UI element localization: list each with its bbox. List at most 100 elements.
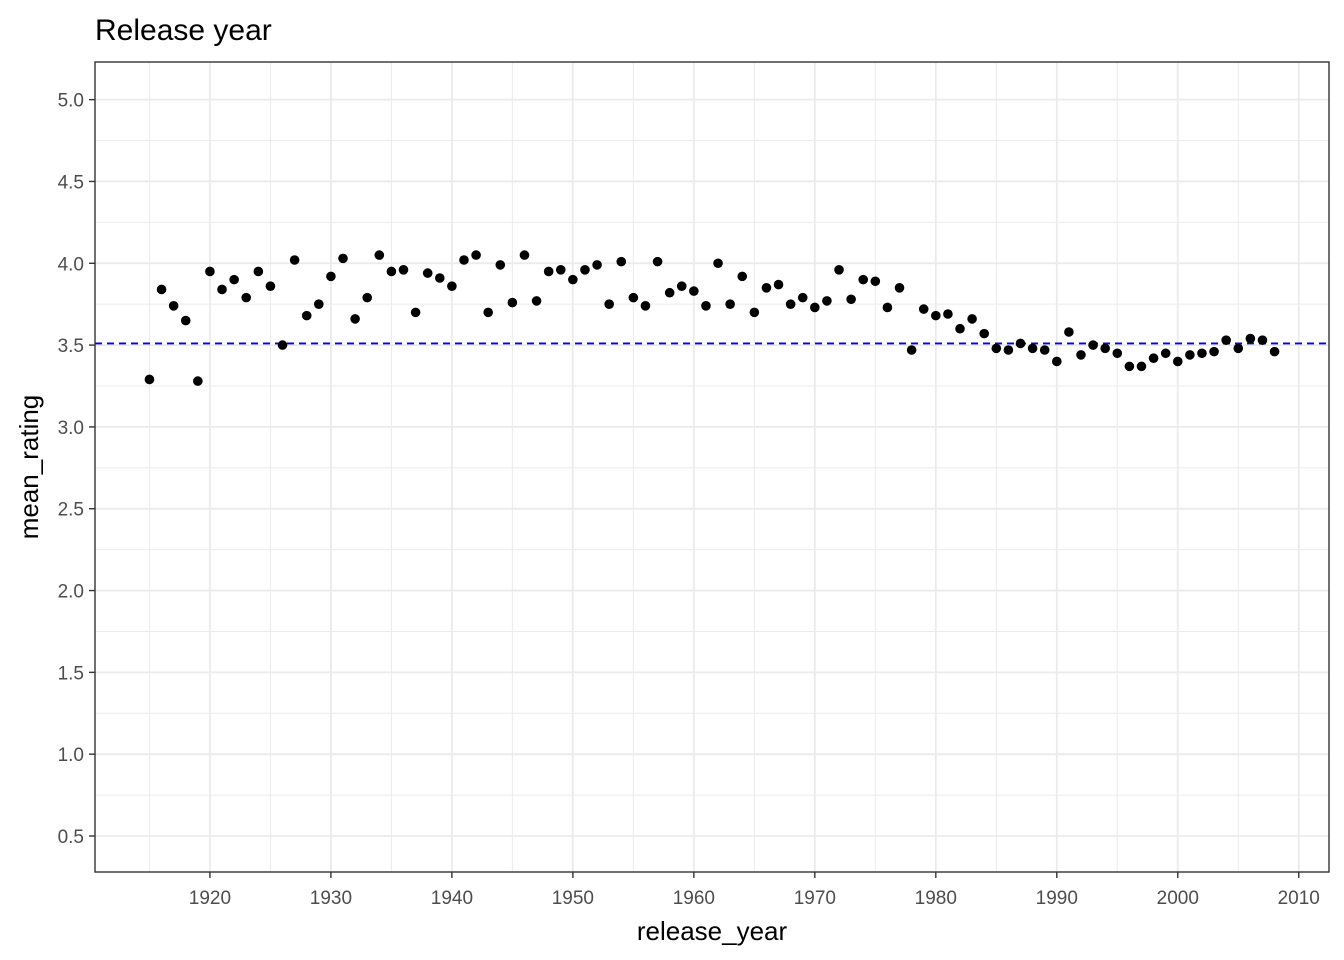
data-point bbox=[483, 307, 493, 318]
x-tick-label: 1990 bbox=[1036, 888, 1078, 909]
data-point bbox=[834, 265, 844, 275]
data-point bbox=[1076, 350, 1086, 360]
y-tick-label: 4.5 bbox=[58, 172, 84, 193]
y-tick-label: 1.5 bbox=[58, 663, 84, 684]
data-point bbox=[810, 302, 820, 313]
data-point bbox=[676, 281, 687, 291]
data-point bbox=[338, 253, 348, 264]
data-point bbox=[398, 265, 409, 275]
data-point bbox=[326, 271, 336, 282]
data-point bbox=[1015, 338, 1026, 349]
data-point bbox=[180, 315, 191, 326]
data-point bbox=[447, 281, 457, 291]
data-point bbox=[604, 299, 614, 309]
data-point bbox=[144, 374, 155, 385]
data-point bbox=[386, 266, 397, 277]
data-point bbox=[870, 276, 881, 287]
data-point bbox=[822, 296, 832, 306]
data-point bbox=[277, 340, 288, 350]
data-point bbox=[543, 266, 554, 277]
data-point bbox=[882, 302, 893, 313]
data-point bbox=[568, 274, 578, 285]
data-point bbox=[1039, 345, 1050, 355]
data-point bbox=[979, 328, 990, 339]
data-point bbox=[253, 266, 264, 277]
data-points bbox=[144, 250, 1280, 386]
data-point bbox=[229, 274, 239, 285]
data-point bbox=[1185, 350, 1195, 360]
data-point bbox=[1269, 346, 1280, 357]
data-point bbox=[846, 294, 856, 305]
x-axis: 1920 1930 1940 1950 1960 1970 1980 1990 2000 2010 bbox=[189, 872, 1320, 909]
x-tick-label: 1980 bbox=[915, 888, 957, 909]
data-point bbox=[725, 299, 735, 309]
y-tick-label: 2.0 bbox=[58, 582, 84, 603]
data-point bbox=[628, 292, 639, 303]
data-point bbox=[858, 274, 869, 285]
data-point bbox=[241, 292, 252, 303]
data-point bbox=[1233, 343, 1244, 354]
x-tick-label: 1950 bbox=[552, 888, 594, 909]
chart-title: Release year bbox=[95, 14, 272, 47]
data-point bbox=[1027, 343, 1038, 354]
y-tick-label: 5.0 bbox=[58, 91, 84, 112]
data-point bbox=[894, 283, 905, 293]
y-tick-label: 2.5 bbox=[58, 500, 84, 521]
data-point bbox=[592, 260, 602, 270]
data-point bbox=[652, 256, 663, 267]
data-point bbox=[943, 309, 953, 319]
data-point bbox=[1136, 361, 1147, 372]
data-point bbox=[955, 323, 965, 334]
data-point bbox=[217, 284, 227, 295]
data-point bbox=[301, 310, 312, 321]
x-tick-label: 1930 bbox=[310, 888, 352, 909]
data-point bbox=[1124, 361, 1135, 372]
x-tick-label: 1960 bbox=[673, 888, 715, 909]
data-point bbox=[1172, 356, 1183, 367]
minor-gridlines bbox=[95, 62, 1329, 872]
data-point bbox=[991, 343, 1002, 354]
y-tick-label: 0.5 bbox=[58, 827, 84, 848]
data-point bbox=[156, 284, 167, 295]
data-point bbox=[507, 297, 518, 308]
data-point bbox=[1245, 333, 1256, 344]
major-gridlines bbox=[95, 62, 1329, 872]
data-point bbox=[749, 307, 760, 318]
data-point bbox=[314, 299, 324, 309]
x-tick-label: 1970 bbox=[794, 888, 836, 909]
data-point bbox=[374, 250, 385, 260]
data-point bbox=[580, 265, 590, 275]
data-point bbox=[1197, 348, 1207, 359]
data-point bbox=[362, 292, 373, 303]
data-point bbox=[918, 304, 929, 314]
data-point bbox=[664, 287, 675, 298]
data-point bbox=[555, 265, 566, 275]
y-tick-label: 3.5 bbox=[58, 336, 84, 357]
x-tick-label: 2000 bbox=[1157, 888, 1199, 909]
x-tick-label: 1940 bbox=[431, 888, 473, 909]
data-point bbox=[350, 314, 360, 324]
y-tick-label: 3.0 bbox=[58, 418, 84, 439]
data-point bbox=[1257, 335, 1268, 345]
data-point bbox=[289, 255, 300, 265]
data-point bbox=[193, 376, 203, 386]
data-point bbox=[1051, 356, 1062, 367]
data-point bbox=[785, 299, 796, 309]
x-tick-label: 1920 bbox=[189, 888, 231, 909]
data-point bbox=[519, 250, 530, 260]
plot-border bbox=[94, 61, 1330, 873]
data-point bbox=[434, 273, 445, 283]
data-point bbox=[1003, 345, 1014, 355]
data-point bbox=[1088, 340, 1098, 350]
data-point bbox=[495, 260, 506, 270]
y-axis: 0.5 1.0 1.5 2.0 2.5 3.0 3.5 4.0 4.5 5.0 bbox=[58, 91, 95, 848]
data-point bbox=[701, 301, 711, 311]
data-point bbox=[205, 266, 215, 277]
data-point bbox=[422, 268, 433, 278]
data-point bbox=[531, 296, 542, 306]
data-point bbox=[1148, 353, 1159, 363]
data-point bbox=[1112, 348, 1123, 359]
data-point bbox=[471, 250, 481, 260]
data-point bbox=[761, 283, 772, 293]
